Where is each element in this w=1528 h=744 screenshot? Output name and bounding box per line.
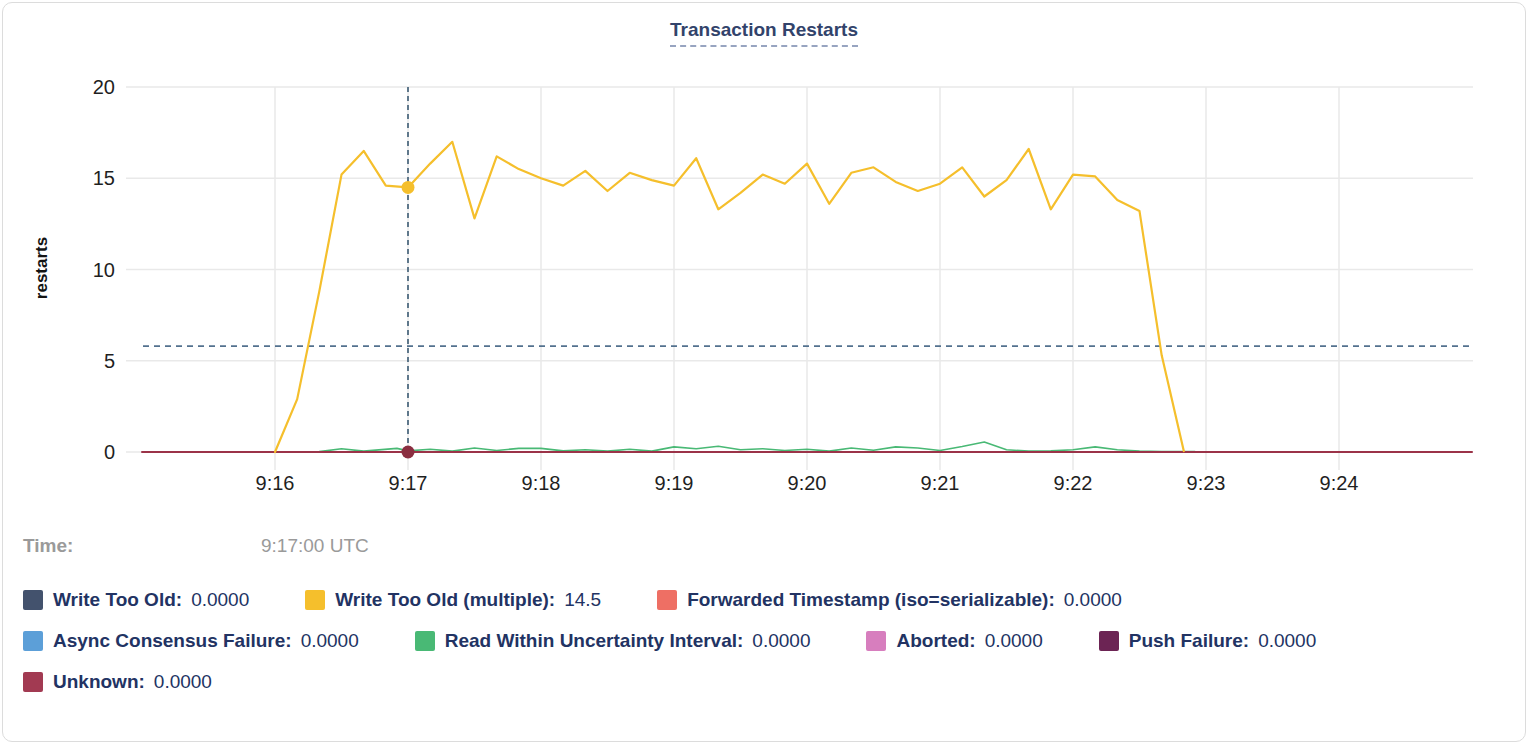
legend-value: 14.5: [564, 589, 601, 611]
hover-point-dot: [402, 181, 415, 194]
legend-item[interactable]: Aborted: 0.0000: [866, 630, 1042, 652]
series-line: [319, 442, 1195, 452]
legend-row: Async Consensus Failure:0.0000Read Withi…: [23, 630, 1503, 652]
x-tick-label: 9:19: [655, 472, 694, 494]
legend-item[interactable]: Write Too Old: 0.0000: [23, 589, 249, 611]
x-tick-label: 9:23: [1187, 472, 1226, 494]
legend-swatch: [415, 631, 435, 651]
legend-label: Forwarded Timestamp (iso=serializable):: [687, 589, 1055, 611]
legend-swatch: [23, 672, 43, 692]
legend-value: 0.0000: [191, 589, 249, 611]
chart-card: Transaction Restarts restarts 051015209:…: [2, 2, 1526, 742]
legend-swatch: [1099, 631, 1119, 651]
legend-value: 0.0000: [752, 630, 810, 652]
x-tick-label: 9:22: [1054, 472, 1093, 494]
legend-label: Push Failure:: [1129, 630, 1249, 652]
x-tick-label: 9:17: [389, 472, 428, 494]
hover-time-row: Time:9:17:00 UTC: [23, 535, 369, 557]
legend-row: Write Too Old: 0.0000 Write Too Old (multi…: [23, 589, 1503, 611]
legend-item[interactable]: Async Consensus Failure: 0.0000: [23, 630, 359, 652]
legend-item[interactable]: Unknown: 0.0000: [23, 671, 212, 693]
hover-point-dot: [402, 446, 415, 459]
legend-value: 0.0000: [154, 671, 212, 693]
x-tick-label: 9:21: [921, 472, 960, 494]
hover-time-label: Time:: [23, 535, 261, 557]
y-tick-label: 15: [93, 167, 115, 189]
legend-swatch: [657, 590, 677, 610]
transaction-restarts-line-chart[interactable]: 0 5 10 15 20 9:16 9:17 9:18 9:19 9:20 9:21 9:22 9:23…: [3, 3, 1526, 523]
y-tick-label: 10: [93, 259, 115, 281]
legend-label: Write Too Old:: [53, 589, 182, 611]
legend-value: 0.0000: [1064, 589, 1122, 611]
x-tick-label: 9:20: [788, 472, 827, 494]
legend-label: Write Too Old (multiple):: [335, 589, 555, 611]
hover-time-value: 9:17:00 UTC: [261, 535, 369, 556]
legend-swatch: [23, 631, 43, 651]
legend-item[interactable]: Read Within Uncertainty Interval: 0.0000: [415, 630, 811, 652]
legend-label: Async Consensus Failure:: [53, 630, 292, 652]
legend-value: 0.0000: [301, 630, 359, 652]
x-tick-label: 9:24: [1320, 472, 1359, 494]
legend-item[interactable]: Push Failure: 0.0000: [1099, 630, 1316, 652]
x-tick-label: 9:18: [522, 472, 561, 494]
legend-swatch: [305, 590, 325, 610]
legend-swatch: [23, 590, 43, 610]
legend-label: Unknown:: [53, 671, 145, 693]
legend: Write Too Old: 0.0000 Write Too Old (multi…: [23, 589, 1503, 693]
legend-row: Unknown: 0.0000: [23, 671, 1503, 693]
legend-swatch: [866, 631, 886, 651]
legend-item[interactable]: Write Too Old (multiple): 14.5: [305, 589, 601, 611]
y-tick-label: 5: [104, 350, 115, 372]
legend-label: Aborted:: [896, 630, 975, 652]
y-tick-label: 0: [104, 441, 115, 463]
legend-value: 0.0000: [985, 630, 1043, 652]
legend-value: 0.0000: [1258, 630, 1316, 652]
legend-label: Read Within Uncertainty Interval:: [445, 630, 744, 652]
x-tick-label: 9:16: [256, 472, 295, 494]
legend-item[interactable]: Forwarded Timestamp (iso=serializable): 0…: [657, 589, 1122, 611]
y-tick-label: 20: [93, 76, 115, 98]
